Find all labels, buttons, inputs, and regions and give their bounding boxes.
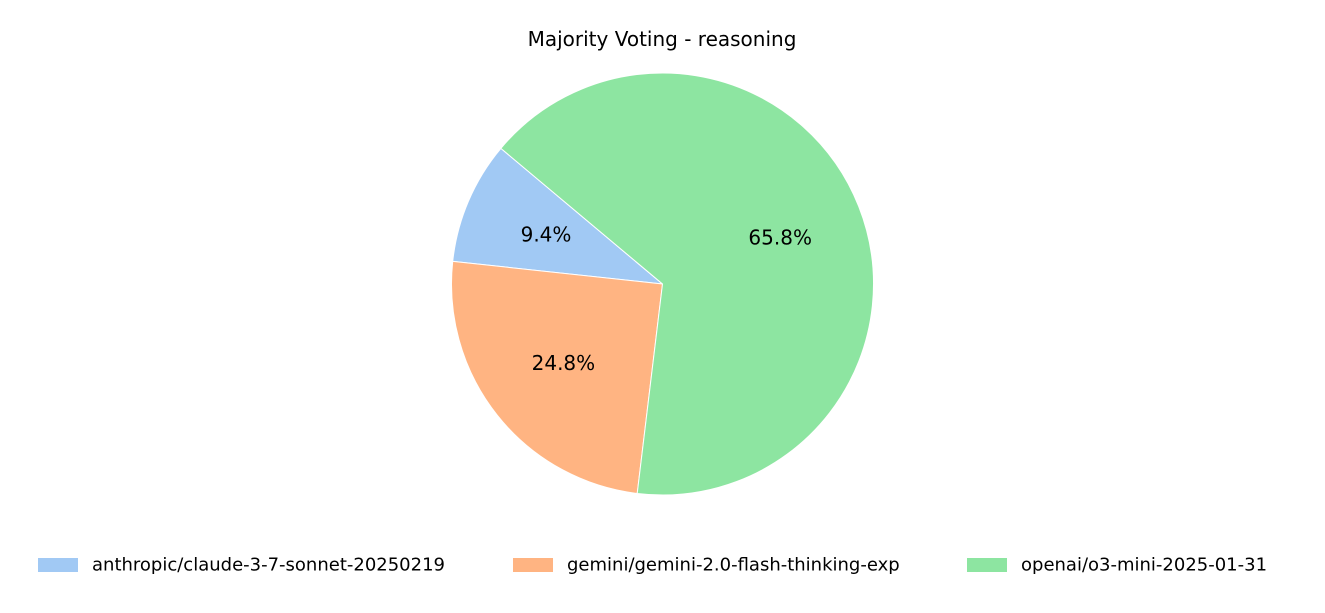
legend-swatch-3	[967, 558, 1007, 572]
chart-title: Majority Voting - reasoning	[528, 27, 797, 51]
pie-slice-2	[451, 260, 664, 495]
pie-percent-label: 9.4%	[521, 222, 572, 246]
legend: anthropic/claude-3-7-sonnet-20250219 gemi…	[38, 555, 1267, 576]
pie-slice-3	[500, 72, 874, 496]
legend-label-3: openai/o3-mini-2025-01-31	[1021, 555, 1267, 576]
legend-label-1: anthropic/claude-3-7-sonnet-20250219	[92, 555, 445, 576]
legend-label-2: gemini/gemini-2.0-flash-thinking-exp	[567, 555, 900, 576]
pie-percent-label: 65.8%	[748, 226, 812, 250]
pie-slice-1	[452, 147, 665, 285]
legend-swatch-1	[38, 558, 78, 572]
legend-swatch-2	[513, 558, 553, 572]
pie-percent-label: 24.8%	[532, 351, 596, 375]
pie-slices	[451, 72, 874, 496]
pie-percent-labels: 9.4% 24.8% 65.8%	[521, 222, 812, 374]
